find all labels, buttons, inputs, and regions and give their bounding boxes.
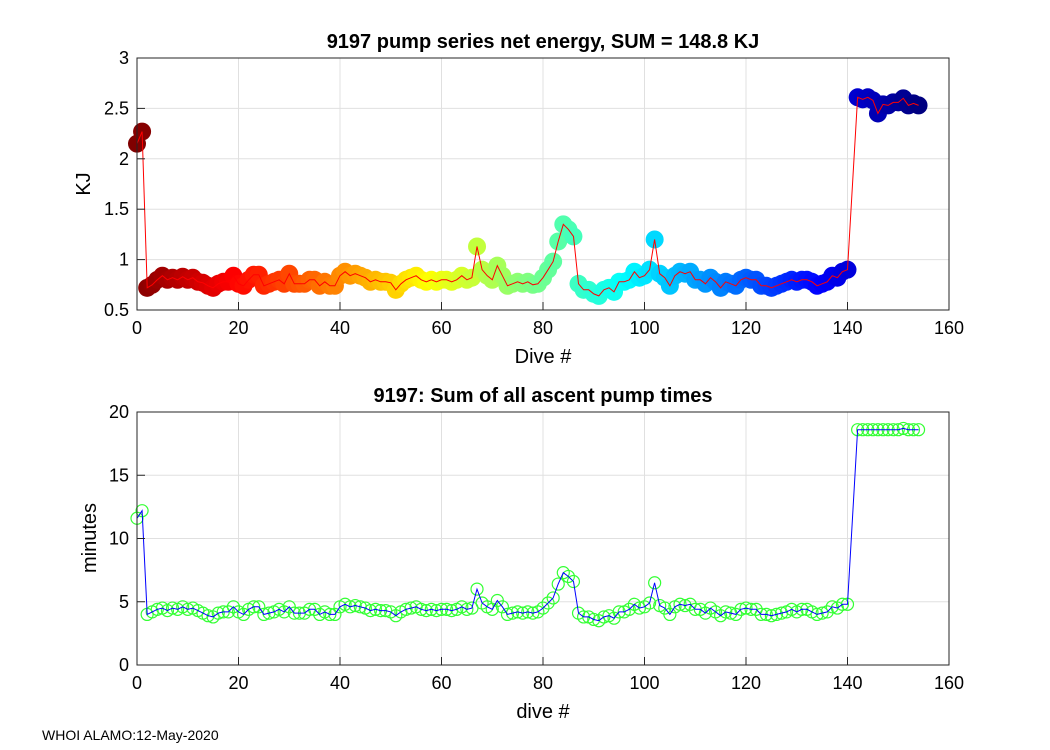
pump-time-x-tick-label: 40 bbox=[330, 673, 350, 693]
pump-time-point bbox=[424, 602, 438, 616]
pump-time-point bbox=[815, 606, 829, 620]
energy-line bbox=[136, 96, 919, 297]
pump-time-point bbox=[404, 601, 418, 615]
energy-x-tick-label: 100 bbox=[629, 318, 659, 338]
pump-time-point bbox=[648, 576, 662, 590]
energy-y-tick-label: 2 bbox=[119, 149, 129, 169]
pump-time-x-tick-label: 60 bbox=[431, 673, 451, 693]
pump-time-line bbox=[136, 427, 919, 622]
energy-y-tick-label: 0.5 bbox=[104, 300, 129, 320]
pump-time-point bbox=[896, 421, 910, 436]
pump-time-point bbox=[561, 569, 575, 584]
pump-time-point bbox=[642, 596, 657, 610]
energy-chart: 9197 pump series net energy, SUM = 148.8… bbox=[73, 31, 964, 368]
pump-time-ticks: 0 20 40 60 80 100 120 140 160 0 5 10 15 20 bbox=[109, 402, 964, 693]
pump-time-point bbox=[236, 607, 251, 622]
pump-time-x-axis-label: dive # bbox=[516, 701, 570, 723]
pump-time-point bbox=[734, 602, 748, 616]
pump-time-point bbox=[414, 602, 428, 616]
pump-time-x-tick-label: 160 bbox=[934, 673, 964, 693]
pump-time-point bbox=[719, 605, 733, 619]
pump-time-x-tick-label: 120 bbox=[731, 673, 761, 693]
energy-x-tick-label: 120 bbox=[731, 318, 761, 338]
pump-time-point bbox=[663, 607, 677, 622]
energy-x-tick-label: 60 bbox=[431, 318, 451, 338]
pump-time-point bbox=[429, 604, 444, 618]
energy-y-axis-label: KJ bbox=[73, 172, 95, 195]
pump-time-y-tick-label: 5 bbox=[119, 592, 129, 612]
pump-time-point bbox=[597, 610, 611, 624]
pump-time-point bbox=[551, 577, 565, 591]
pump-time-point bbox=[810, 607, 824, 622]
pump-time-point bbox=[470, 582, 484, 596]
energy-y-tick-label: 1.5 bbox=[104, 199, 129, 219]
pump-time-point bbox=[181, 602, 195, 616]
energy-x-tick-label: 80 bbox=[533, 318, 553, 338]
pump-time-x-tick-label: 100 bbox=[629, 673, 659, 693]
pump-time-point bbox=[536, 601, 550, 615]
pump-time-point bbox=[460, 602, 474, 616]
pump-time-point bbox=[566, 574, 581, 589]
pump-time-chart: 9197: Sum of all ascent pump times dive … bbox=[79, 385, 964, 723]
pump-time-y-tick-label: 10 bbox=[109, 529, 129, 549]
energy-x-tick-label: 160 bbox=[934, 318, 964, 338]
pump-time-point bbox=[764, 609, 778, 623]
pump-time-point bbox=[739, 601, 753, 615]
energy-y-tick-label: 1 bbox=[119, 250, 129, 270]
energy-series-line bbox=[136, 96, 919, 297]
pump-time-point bbox=[150, 602, 164, 616]
pump-time-point bbox=[622, 602, 636, 616]
pump-time-point bbox=[835, 597, 850, 611]
pump-time-point bbox=[257, 607, 271, 622]
energy-x-tick-label: 20 bbox=[228, 318, 248, 338]
pump-time-x-tick-label: 140 bbox=[832, 673, 862, 693]
energy-y-tick-label: 3 bbox=[119, 48, 129, 68]
pump-time-x-tick-label: 80 bbox=[533, 673, 553, 693]
pump-time-point bbox=[343, 600, 357, 614]
pump-time-point bbox=[277, 605, 291, 619]
pump-time-point bbox=[495, 600, 509, 614]
energy-x-tick-label: 40 bbox=[330, 318, 350, 338]
pump-time-y-tick-label: 20 bbox=[109, 402, 129, 422]
energy-y-tick-label: 2.5 bbox=[104, 98, 129, 118]
pump-time-point bbox=[363, 604, 378, 618]
pump-time-series-line bbox=[136, 427, 919, 622]
pump-time-point bbox=[729, 607, 743, 622]
pump-time-point bbox=[399, 602, 413, 616]
pump-time-chart-title: 9197: Sum of all ascent pump times bbox=[374, 385, 713, 407]
pump-time-point bbox=[419, 604, 433, 618]
pump-time-point bbox=[546, 591, 560, 605]
pump-time-point bbox=[323, 607, 337, 622]
pump-time-point bbox=[500, 607, 515, 622]
pump-time-point bbox=[211, 606, 225, 620]
pump-time-y-tick-label: 15 bbox=[109, 465, 129, 485]
energy-ticks: 0 20 40 60 80 100 120 140 160 0.5 1 1.5 2 2.5 3 bbox=[104, 48, 964, 338]
pump-time-point bbox=[541, 596, 555, 610]
pump-time-point bbox=[165, 601, 180, 615]
pump-time-point bbox=[521, 605, 535, 619]
pump-time-point bbox=[698, 606, 713, 620]
energy-x-tick-label: 140 bbox=[832, 318, 862, 338]
pump-time-point bbox=[247, 600, 261, 614]
energy-x-tick-label: 0 bbox=[132, 318, 142, 338]
energy-chart-title: 9197 pump series net energy, SUM = 148.8… bbox=[327, 31, 760, 53]
pump-time-point bbox=[226, 600, 241, 614]
pump-time-point bbox=[673, 597, 687, 611]
pump-time-y-axis-label: minutes bbox=[79, 503, 101, 573]
pump-time-point bbox=[368, 602, 383, 616]
pump-time-markers bbox=[130, 421, 926, 628]
pump-time-point bbox=[759, 607, 773, 622]
pump-time-x-tick-label: 0 bbox=[132, 673, 142, 693]
pump-time-point bbox=[348, 598, 362, 613]
pump-time-point bbox=[516, 606, 530, 620]
pump-time-y-tick-label: 0 bbox=[119, 655, 129, 675]
pump-time-point bbox=[511, 605, 525, 619]
pump-time-point bbox=[769, 607, 784, 622]
energy-x-axis-label: Dive # bbox=[515, 346, 573, 368]
footer-stamp: WHOI ALAMO:12-May-2020 bbox=[42, 727, 219, 743]
pump-time-x-tick-label: 20 bbox=[228, 673, 248, 693]
